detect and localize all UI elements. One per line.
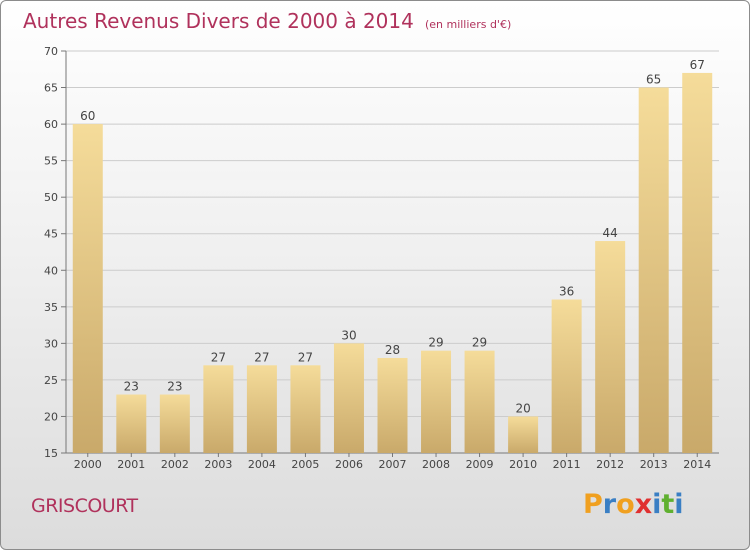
y-tick-label: 20 xyxy=(44,410,58,423)
proxiti-logo: Proxiti xyxy=(583,489,684,520)
x-tick-label: 2006 xyxy=(335,458,363,471)
y-tick-label: 15 xyxy=(44,447,58,460)
bar xyxy=(508,416,539,453)
data-label: 67 xyxy=(690,58,705,72)
commune-name: GRISCOURT xyxy=(31,495,138,517)
chart-subtitle: (en milliers d'€) xyxy=(424,18,512,31)
x-tick-label: 2014 xyxy=(683,458,711,471)
y-tick-label: 65 xyxy=(44,82,58,95)
data-label: 23 xyxy=(167,380,182,394)
data-label: 27 xyxy=(254,350,269,364)
x-tick-label: 2001 xyxy=(117,458,145,471)
y-tick-label: 30 xyxy=(44,337,58,350)
x-tick-label: 2007 xyxy=(379,458,407,471)
x-tick-label: 2000 xyxy=(74,458,102,471)
bar xyxy=(464,350,495,453)
data-label: 23 xyxy=(124,380,139,394)
data-label: 28 xyxy=(385,343,400,357)
data-label: 20 xyxy=(515,401,530,415)
bar xyxy=(595,241,626,453)
logo-letter: r xyxy=(602,489,617,520)
data-label: 60 xyxy=(80,109,95,123)
logo-letter: P xyxy=(583,489,603,520)
data-label: 29 xyxy=(472,336,487,350)
logo-letter: i xyxy=(674,489,684,520)
bar xyxy=(682,72,713,453)
y-tick-label: 25 xyxy=(44,374,58,387)
bar xyxy=(116,394,147,453)
bar xyxy=(246,365,277,453)
data-label: 36 xyxy=(559,285,574,299)
logo-letter: i xyxy=(652,489,662,520)
chart-title-row: Autres Revenus Divers de 2000 à 2014 (en… xyxy=(23,9,511,33)
bar xyxy=(377,357,408,453)
y-tick-label: 55 xyxy=(44,155,58,168)
data-label: 27 xyxy=(298,350,313,364)
y-tick-label: 45 xyxy=(44,228,58,241)
y-tick-label: 50 xyxy=(44,191,58,204)
chart-title: Autres Revenus Divers de 2000 à 2014 xyxy=(23,9,414,33)
logo-letter: t xyxy=(661,489,675,520)
data-label: 65 xyxy=(646,73,661,87)
bar xyxy=(72,124,103,453)
bar xyxy=(421,350,452,453)
x-tick-label: 2012 xyxy=(596,458,624,471)
bar xyxy=(290,365,321,453)
logo-letter: x xyxy=(634,489,653,520)
x-tick-label: 2011 xyxy=(553,458,581,471)
bar xyxy=(159,394,190,453)
x-tick-label: 2009 xyxy=(466,458,494,471)
bar xyxy=(551,299,582,453)
y-tick-label: 70 xyxy=(44,45,58,58)
data-label: 44 xyxy=(603,226,618,240)
y-tick-label: 40 xyxy=(44,264,58,277)
data-label: 29 xyxy=(428,336,443,350)
bar xyxy=(203,365,234,453)
bar xyxy=(333,343,364,453)
x-tick-label: 2008 xyxy=(422,458,450,471)
y-tick-label: 35 xyxy=(44,301,58,314)
x-tick-label: 2004 xyxy=(248,458,276,471)
data-label: 30 xyxy=(341,328,356,342)
y-tick-label: 60 xyxy=(44,118,58,131)
x-tick-label: 2002 xyxy=(161,458,189,471)
x-tick-label: 2010 xyxy=(509,458,537,471)
logo-letter: o xyxy=(616,489,635,520)
x-tick-label: 2013 xyxy=(640,458,668,471)
x-tick-label: 2005 xyxy=(291,458,319,471)
x-tick-label: 2003 xyxy=(204,458,232,471)
data-label: 27 xyxy=(211,350,226,364)
bar xyxy=(638,87,669,453)
